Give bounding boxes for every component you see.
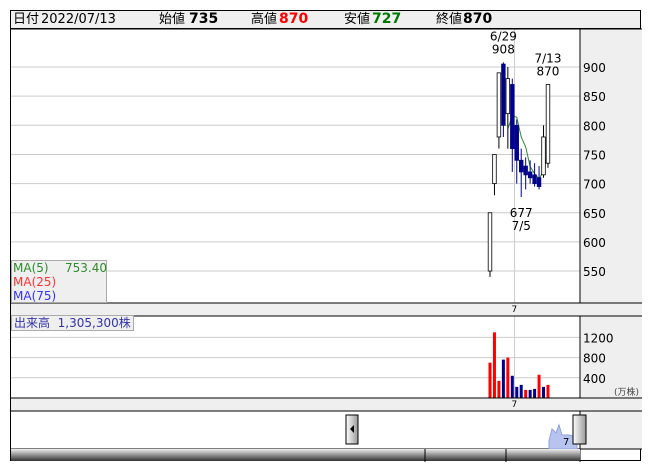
candle	[501, 63, 506, 126]
volume-bar	[533, 388, 537, 398]
volume-bar	[497, 380, 501, 398]
candle	[519, 159, 524, 173]
low-annotation-value: 677	[510, 206, 533, 220]
candle	[496, 72, 502, 138]
volume-bar	[506, 357, 510, 398]
ma-legend: MA(5) 753.40 MA(25) MA(75)	[11, 260, 107, 303]
month-label: 7	[512, 305, 518, 315]
volume-bar	[546, 384, 550, 398]
candle	[536, 177, 542, 187]
candle	[487, 212, 493, 272]
candle	[514, 124, 519, 161]
open-label: 始値	[159, 12, 186, 27]
volume-bar	[528, 389, 532, 398]
price-tick-label: 550	[583, 265, 606, 279]
low-annotation-date: 7/5	[512, 219, 531, 233]
open-value: 735	[189, 11, 219, 27]
price-tick-label: 600	[583, 236, 606, 250]
price-tick-label: 700	[583, 178, 606, 192]
volume-tick-label: 800	[583, 352, 606, 366]
price-tick-label: 900	[583, 61, 606, 75]
close-value: 870	[463, 11, 493, 27]
month-label: 7	[512, 400, 518, 410]
candle	[527, 171, 533, 179]
high-annotation-value: 870	[537, 64, 560, 78]
ma5-value: 753.40	[65, 261, 107, 275]
date-strip-2	[11, 398, 642, 411]
date-label: 日付	[13, 12, 40, 27]
candle	[510, 84, 515, 150]
price-tick-label: 850	[583, 90, 606, 104]
navigator-month-label: 7	[563, 437, 569, 448]
scrollbar[interactable]	[11, 449, 580, 461]
high-annotation-date: 6/29	[490, 29, 517, 43]
price-axis-panel	[580, 29, 642, 303]
low-value: 727	[372, 11, 402, 27]
date-value: 2022/07/13	[41, 12, 116, 27]
ma5-line	[507, 115, 549, 180]
ma25-label: MA(25)	[13, 275, 57, 289]
volume-bar	[492, 332, 496, 398]
candle	[532, 174, 537, 184]
ohlc-header: 日付 2022/07/13 始値 735 高値 870 安値 727 終値 87…	[11, 11, 640, 29]
volume-unit: (万株)	[614, 386, 639, 398]
high-annotation-value: 908	[492, 42, 515, 56]
candle	[541, 136, 546, 176]
candle	[523, 165, 528, 176]
volume-bar	[537, 374, 541, 398]
price-tick-label: 650	[583, 207, 606, 221]
volume-bar	[519, 384, 523, 398]
high-annotation-date: 7/13	[535, 51, 562, 65]
high-value: 870	[279, 11, 309, 27]
date-strip	[11, 303, 642, 316]
price-tick-label: 800	[583, 119, 606, 133]
chart-window: 日付 2022/07/13 始値 735 高値 870 安値 727 終値 87…	[10, 10, 642, 462]
volume-bar	[501, 359, 505, 398]
navigator-right-handle[interactable]	[572, 414, 587, 445]
volume-legend: 出来高 1,305,300株	[11, 315, 134, 331]
candle	[545, 84, 551, 164]
volume-label: 出来高	[14, 316, 51, 330]
volume-bar	[542, 386, 546, 398]
low-label: 安値	[344, 12, 371, 27]
high-label: 高値	[251, 12, 278, 27]
arrow-left-icon	[350, 425, 354, 433]
volume-bar	[524, 389, 528, 398]
ma75-label: MA(75)	[13, 289, 57, 303]
candle	[505, 78, 511, 115]
volume-bar	[510, 375, 514, 398]
volume-bar	[488, 362, 492, 398]
volume-tick-label: 400	[583, 372, 606, 386]
volume-tick-label: 1200	[583, 331, 614, 345]
price-tick-label: 750	[583, 148, 606, 162]
close-label: 終値	[436, 12, 463, 27]
candle	[492, 154, 497, 184]
volume-value: 1,305,300株	[57, 316, 131, 330]
volume-bar	[515, 386, 519, 398]
ma5-label: MA(5)	[13, 261, 49, 275]
navigator-right	[580, 411, 642, 449]
volume-axis-panel	[580, 316, 642, 398]
